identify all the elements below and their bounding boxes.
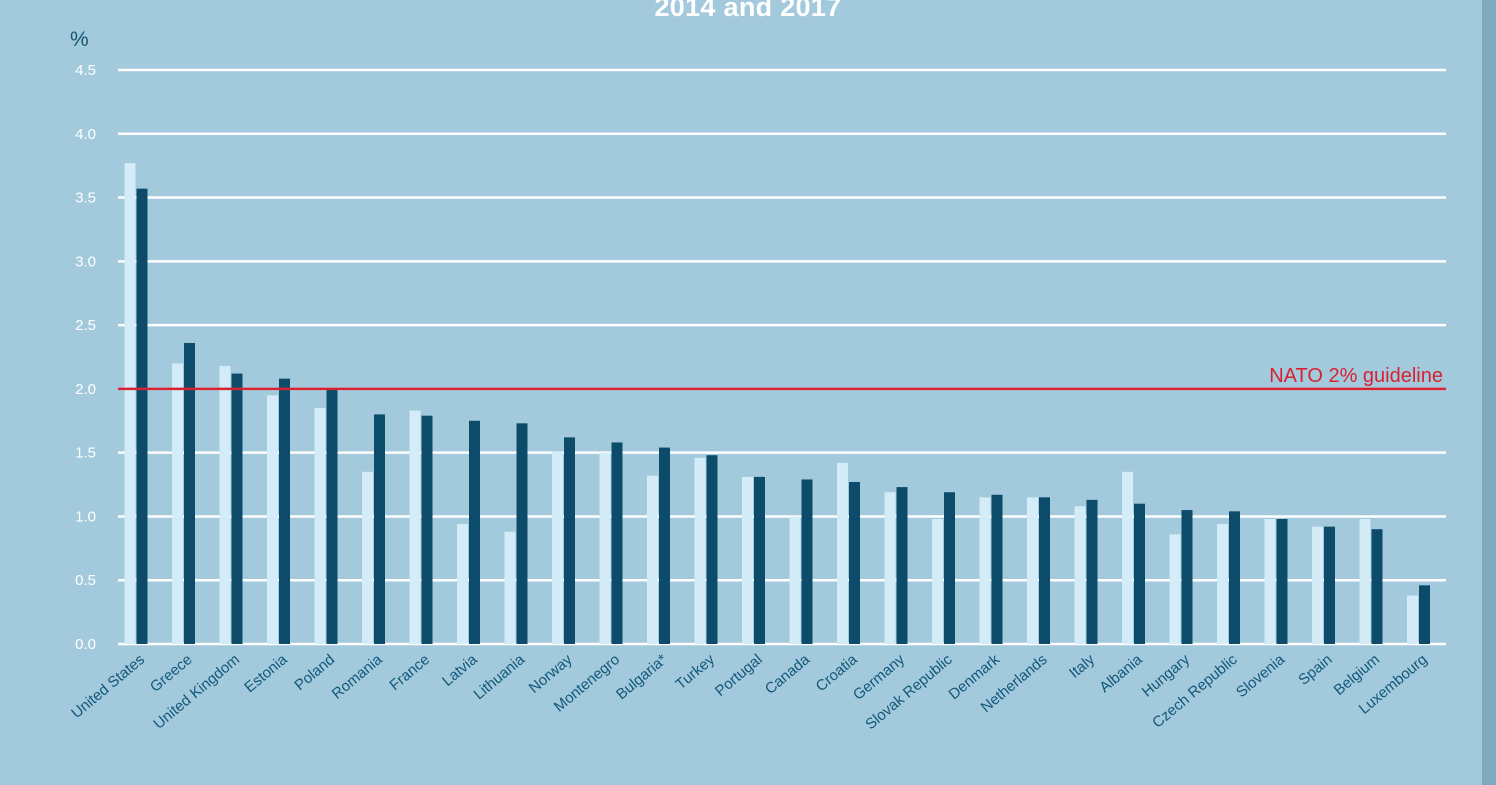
y-tick-label: 3.0 xyxy=(75,253,96,270)
bar-2017 xyxy=(754,476,765,644)
bar-2014 xyxy=(647,475,658,644)
bar-2017 xyxy=(896,487,908,644)
bar-2017 xyxy=(1039,497,1050,644)
bar-2017 xyxy=(659,447,670,644)
bar-2017 xyxy=(184,342,195,644)
bar-2014 xyxy=(457,524,468,644)
bar-2014 xyxy=(1359,518,1371,644)
x-tick-label: Estonia xyxy=(241,651,291,697)
x-tick-label: United States xyxy=(68,651,148,722)
y-tick-label: 1.0 xyxy=(75,508,96,525)
y-tick-label: 0.5 xyxy=(75,572,96,589)
bar-2017 xyxy=(421,415,433,644)
bar-2017 xyxy=(1181,510,1193,644)
bar-2014 xyxy=(837,462,848,644)
y-tick-label: 2.5 xyxy=(75,317,96,334)
bar-2017 xyxy=(279,378,290,644)
x-tick-label: Lithuania xyxy=(470,651,528,704)
x-tick-label: Slovenia xyxy=(1233,651,1289,701)
x-tick-label: Romania xyxy=(329,651,386,703)
bar-2017 xyxy=(1134,503,1145,644)
x-tick-label: France xyxy=(386,651,433,694)
bar-2014 xyxy=(124,163,136,645)
y-tick-label: 3.5 xyxy=(75,190,96,207)
bar-2017 xyxy=(469,420,480,644)
nato-guideline-label: NATO 2% guideline xyxy=(1269,365,1443,387)
y-axis-unit-label: % xyxy=(70,28,89,51)
bar-2017 xyxy=(991,494,1003,644)
bar-2017 xyxy=(944,492,955,644)
bar-2014 xyxy=(1407,595,1418,644)
bar-2014 xyxy=(1074,506,1086,644)
bar-2017 xyxy=(564,437,575,644)
x-tick-label: Spain xyxy=(1295,651,1335,689)
bar-2014 xyxy=(694,457,706,644)
x-tick-label: Albania xyxy=(1096,651,1146,697)
bar-2014 xyxy=(362,471,373,644)
bar-2017 xyxy=(706,455,718,644)
bar-2014 xyxy=(409,410,421,644)
y-tick-label: 4.5 xyxy=(75,62,96,79)
x-tick-label: Portugal xyxy=(712,651,766,700)
bar-2017 xyxy=(136,188,148,645)
bar-2017 xyxy=(1419,585,1430,644)
right-edge xyxy=(1482,0,1496,785)
x-tick-label: Bulgaria* xyxy=(613,651,671,703)
y-tick-label: 2.0 xyxy=(75,381,96,398)
x-tick-label: Czech Republic xyxy=(1149,651,1241,732)
bar-2014 xyxy=(1122,471,1133,644)
y-tick-label: 1.5 xyxy=(75,445,96,462)
bar-2014 xyxy=(742,476,753,644)
bar-2014 xyxy=(1264,518,1276,644)
bar-2014 xyxy=(884,492,896,644)
bar-2014 xyxy=(172,363,183,644)
bar-2017 xyxy=(1371,529,1383,644)
bar-2017 xyxy=(374,414,385,644)
bar-2017 xyxy=(326,388,338,644)
chart-title: 2014 and 2017 xyxy=(654,0,842,22)
bar-2014 xyxy=(979,497,991,644)
x-tick-label: United Kingdom xyxy=(150,651,243,733)
bar-2014 xyxy=(504,531,516,644)
bar-2017 xyxy=(1086,499,1098,644)
bar-2017 xyxy=(611,442,623,644)
bar-2017 xyxy=(1229,511,1240,644)
bar-2014 xyxy=(789,516,801,644)
x-tick-label: Slovak Republic xyxy=(862,651,956,733)
bar-2014 xyxy=(1027,497,1038,644)
bar-2014 xyxy=(1312,526,1323,644)
x-tick-label: Canada xyxy=(762,651,814,698)
bar-2014 xyxy=(1169,534,1181,644)
bar-2014 xyxy=(314,408,326,644)
bar-2017 xyxy=(849,482,860,644)
x-tick-label: Latvia xyxy=(439,651,481,690)
bar-2014 xyxy=(267,395,278,644)
y-tick-label: 0.0 xyxy=(75,636,96,653)
bar-2017 xyxy=(516,423,528,644)
bar-2014 xyxy=(219,365,231,644)
bar-2014 xyxy=(552,451,563,644)
bar-2014 xyxy=(932,518,943,644)
bar-2014 xyxy=(1217,524,1228,644)
bar-2017 xyxy=(1324,526,1335,644)
bar-2017 xyxy=(1276,518,1288,644)
x-tick-label: Italy xyxy=(1066,651,1098,682)
bar-2017 xyxy=(801,479,813,644)
bar-2014 xyxy=(599,452,611,644)
bar-2017 xyxy=(231,373,243,644)
y-tick-label: 4.0 xyxy=(75,126,96,143)
